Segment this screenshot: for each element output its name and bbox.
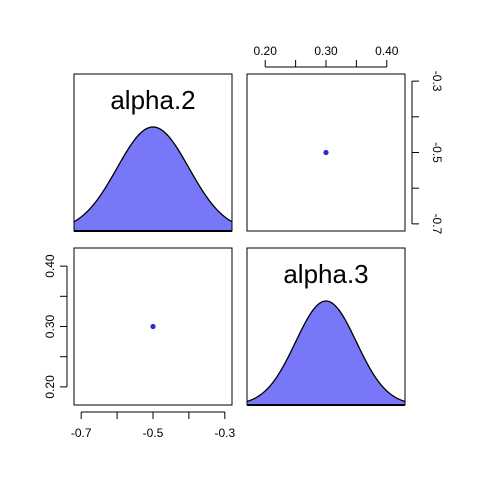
scatter-top-top-tick-label-2: 0.30 <box>314 44 338 58</box>
scatter-bottom-bottom-tick-label-4: -0.3 <box>214 426 235 440</box>
scatter-bottom-left-tick-label-4: 0.40 <box>43 254 57 278</box>
diag-alpha2-label: alpha.2 <box>110 85 195 115</box>
diag-alpha2-density-fill <box>74 127 232 231</box>
scatter-bottom-bottom-tick-label-2: -0.5 <box>143 426 164 440</box>
scatter-top-right-tick-label-0: -0.3 <box>430 71 444 92</box>
scatter-top-top-tick-label-0: 0.20 <box>254 44 278 58</box>
scatter-top-right-tick-label-4: -0.7 <box>430 214 444 235</box>
scatter-bottom-left-tick-label-0: 0.20 <box>43 375 57 399</box>
scatter-top-point-0 <box>323 150 328 155</box>
scatter-bottom-left-tick-label-2: 0.30 <box>43 314 57 338</box>
scatter-top-top-tick-label-4: 0.40 <box>375 44 399 58</box>
scatter-top-right-tick-label-2: -0.5 <box>430 142 444 163</box>
diag-alpha3-density-fill <box>247 301 405 405</box>
diag-alpha3-label: alpha.3 <box>283 259 368 289</box>
scatter-bottom-bottom-tick-label-0: -0.7 <box>71 426 92 440</box>
scatter-bottom-point-0 <box>150 324 155 329</box>
